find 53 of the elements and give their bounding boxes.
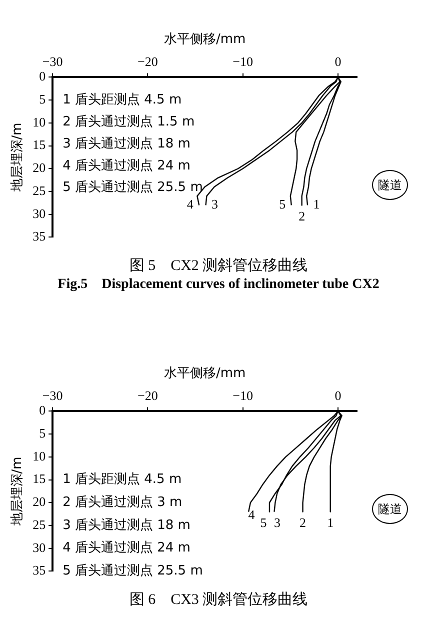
annotation: 5 盾头通过测点 25.5 m <box>62 180 203 196</box>
annotation: 3 盾头通过测点 18 m <box>62 518 190 533</box>
annotation: 4 盾头通过测点 24 m <box>62 158 190 174</box>
text: 图 5 CX2 测斜管位移曲线 <box>128 256 309 275</box>
y-tick-label: 5 <box>39 425 46 440</box>
tunnel-circle: 隧道 <box>372 170 408 200</box>
annotation: 1 盾头距测点 4.5 m <box>62 92 182 108</box>
y-tick-label: 15 <box>32 471 46 486</box>
text: Fig.5 Displacement curves of inclinometer tube CX2 <box>56 276 380 293</box>
y-axis-title: 地层埋深/m <box>10 456 26 527</box>
x-axis-title: 水平侧移/mm <box>164 366 246 382</box>
y-tick-label: 15 <box>32 137 46 152</box>
x-tick-label: 0 <box>334 54 342 69</box>
y-tick-label: 30 <box>32 540 46 555</box>
annotation: 2 盾头通过测点 1.5 m <box>62 114 195 130</box>
text: 图 6 CX3 测斜管位移曲线 <box>128 590 309 609</box>
x-tick-label: −10 <box>232 54 254 69</box>
series-label: 4 <box>248 507 256 522</box>
x-tick-label: −20 <box>138 54 158 69</box>
x-axis-title: 水平侧移/mm <box>164 32 246 48</box>
y-axis-title: 地层埋深/m <box>10 122 26 193</box>
x-tick-label: −30 <box>42 54 63 69</box>
y-tick-label: 0 <box>39 402 46 418</box>
x-tick-label: −30 <box>42 388 63 403</box>
series-label: 1 <box>327 515 334 530</box>
annotation: 3 盾头通过测点 18 m <box>62 136 190 152</box>
y-tick-label: 25 <box>32 516 46 532</box>
series-label: 5 <box>260 515 267 530</box>
x-tick-label: −10 <box>232 388 254 403</box>
series-label: 2 <box>298 208 306 224</box>
y-tick-label: 25 <box>32 182 46 198</box>
series-label: 3 <box>212 196 218 212</box>
series-label: 4 <box>186 196 194 212</box>
y-tick-label: 10 <box>32 448 46 464</box>
series-label: 2 <box>300 515 306 530</box>
y-tick-label: 10 <box>32 114 46 130</box>
y-tick-label: 35 <box>32 228 46 244</box>
y-tick-label: 35 <box>32 562 46 578</box>
x-tick-label: 0 <box>334 388 342 403</box>
annotation: 1 盾头距测点 4.5 m <box>62 472 182 488</box>
y-tick-label: 20 <box>32 494 46 510</box>
y-tick-label: 5 <box>39 91 46 106</box>
annotation: 4 盾头通过测点 24 m <box>62 540 190 556</box>
y-tick-label: 0 <box>39 68 46 84</box>
tunnel-circle: 隧道 <box>372 494 408 524</box>
y-tick-label: 20 <box>32 160 46 176</box>
annotation: 2 盾头通过测点 3 m <box>62 495 182 510</box>
series-label: 5 <box>279 196 286 212</box>
series-label: 3 <box>274 515 280 530</box>
x-tick-label: −20 <box>138 388 158 403</box>
annotation: 5 盾头通过测点 25.5 m <box>62 564 203 579</box>
y-tick-label: 30 <box>32 206 46 221</box>
series-label: 1 <box>313 196 320 212</box>
